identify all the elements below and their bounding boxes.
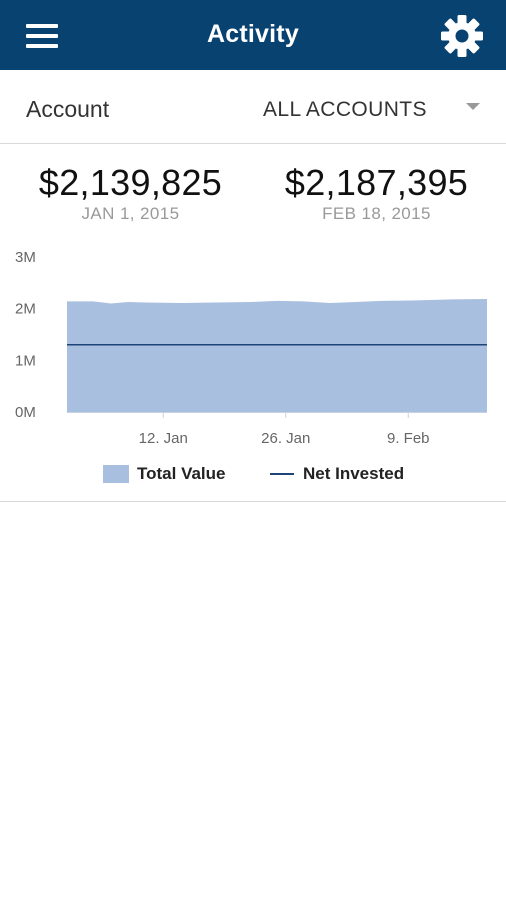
gear-icon bbox=[441, 15, 483, 57]
total-value-area bbox=[67, 299, 487, 412]
legend-label-net-invested: Net Invested bbox=[303, 464, 405, 483]
x-tick-label: 12. Jan bbox=[139, 430, 188, 447]
x-tick-label: 26. Jan bbox=[261, 430, 310, 447]
section-divider bbox=[0, 501, 506, 502]
page-title: Activity bbox=[207, 20, 299, 48]
end-date: FEB 18, 2015 bbox=[322, 204, 431, 223]
legend-line-net-invested bbox=[270, 473, 294, 475]
end-value: $2,187,395 bbox=[284, 162, 469, 203]
app-header: Activity bbox=[0, 0, 506, 70]
y-tick-label: 1M bbox=[15, 352, 36, 369]
start-date: JAN 1, 2015 bbox=[81, 204, 180, 223]
legend-swatch-total-value bbox=[103, 465, 129, 483]
y-tick-label: 2M bbox=[15, 301, 36, 318]
dropdown-triangle-icon bbox=[466, 103, 480, 110]
activity-chart[interactable]: 0M 1M 2M 3M 12. Jan 26. Jan 9. Feb bbox=[0, 240, 506, 455]
hamburger-menu-icon-bar bbox=[26, 34, 58, 38]
end-value-block: $2,187,395 FEB 18, 2015 bbox=[250, 163, 503, 224]
account-dropdown-value: ALL ACCOUNTS bbox=[263, 98, 427, 121]
account-dropdown[interactable]: ALL ACCOUNTS bbox=[250, 86, 490, 130]
y-tick-label: 0M bbox=[15, 404, 36, 421]
chart-legend: Total Value Net Invested bbox=[0, 462, 506, 488]
menu-button[interactable] bbox=[18, 17, 66, 55]
settings-button[interactable] bbox=[438, 12, 486, 60]
account-label: Account bbox=[26, 96, 110, 122]
legend-label-total-value: Total Value bbox=[137, 464, 226, 483]
account-row: Account ALL ACCOUNTS bbox=[0, 70, 506, 144]
hamburger-menu-icon-bar bbox=[26, 44, 58, 48]
hamburger-menu-icon bbox=[26, 24, 58, 28]
y-tick-label: 3M bbox=[15, 249, 36, 266]
start-value: $2,139,825 bbox=[38, 162, 223, 203]
x-tick-label: 9. Feb bbox=[387, 430, 430, 447]
activity-chart-svg: 0M 1M 2M 3M 12. Jan 26. Jan 9. Feb bbox=[15, 249, 487, 447]
start-value-block: $2,139,825 JAN 1, 2015 bbox=[4, 163, 257, 224]
